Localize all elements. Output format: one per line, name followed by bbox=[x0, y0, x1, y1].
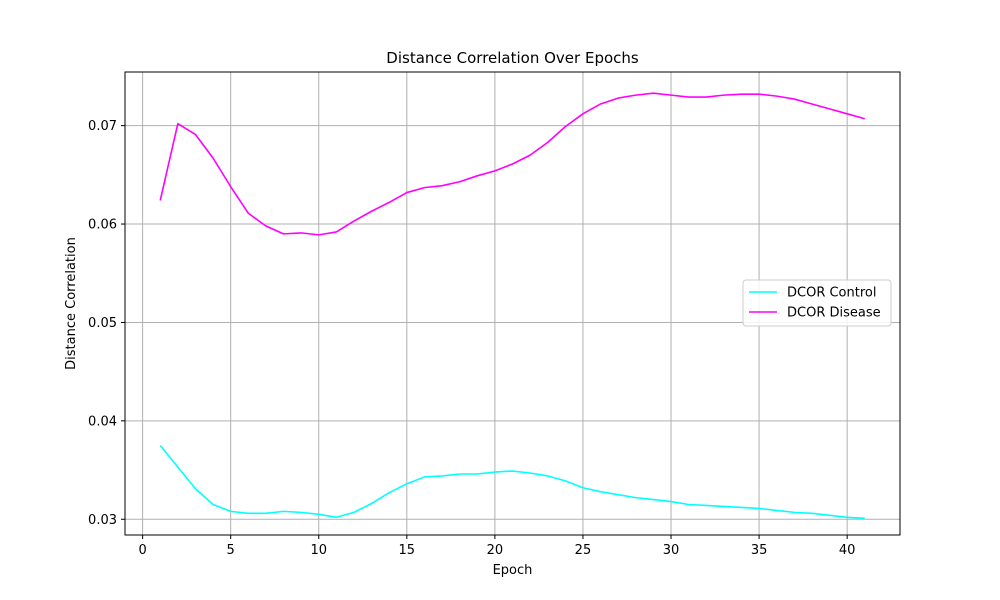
legend: DCOR Control DCOR Disease bbox=[742, 279, 892, 327]
legend-label: DCOR Disease bbox=[787, 306, 881, 321]
x-tick-label: 10 bbox=[310, 543, 327, 558]
x-tick-label: 20 bbox=[487, 543, 504, 558]
x-tick-label: 40 bbox=[839, 543, 856, 558]
x-tick-label: 35 bbox=[751, 543, 768, 558]
plot-frame bbox=[124, 71, 901, 536]
series-lines bbox=[159, 92, 865, 520]
y-axis-label: Distance Correlation bbox=[64, 237, 79, 370]
x-axis: 0 5 10 15 20 25 30 35 40 bbox=[138, 535, 855, 558]
y-tick-label: 0.05 bbox=[88, 316, 117, 331]
series-line-disease bbox=[159, 92, 865, 236]
legend-box bbox=[742, 279, 892, 327]
y-tick-label: 0.04 bbox=[88, 414, 117, 429]
legend-label: DCOR Control bbox=[787, 286, 876, 301]
y-tick-label: 0.06 bbox=[88, 218, 117, 233]
x-tick-label: 25 bbox=[575, 543, 592, 558]
x-tick-label: 15 bbox=[399, 543, 416, 558]
grid-lines bbox=[125, 72, 900, 535]
series-line-control bbox=[159, 444, 865, 520]
x-tick-label: 5 bbox=[227, 543, 235, 558]
y-tick-label: 0.03 bbox=[88, 513, 117, 528]
x-axis-label: Epoch bbox=[493, 563, 533, 578]
x-tick-label: 30 bbox=[663, 543, 680, 558]
chart-title: Distance Correlation Over Epochs bbox=[386, 49, 639, 67]
y-axis: 0.03 0.04 0.05 0.06 0.07 bbox=[88, 119, 125, 528]
y-tick-label: 0.07 bbox=[88, 119, 117, 134]
x-tick-label: 0 bbox=[138, 543, 146, 558]
